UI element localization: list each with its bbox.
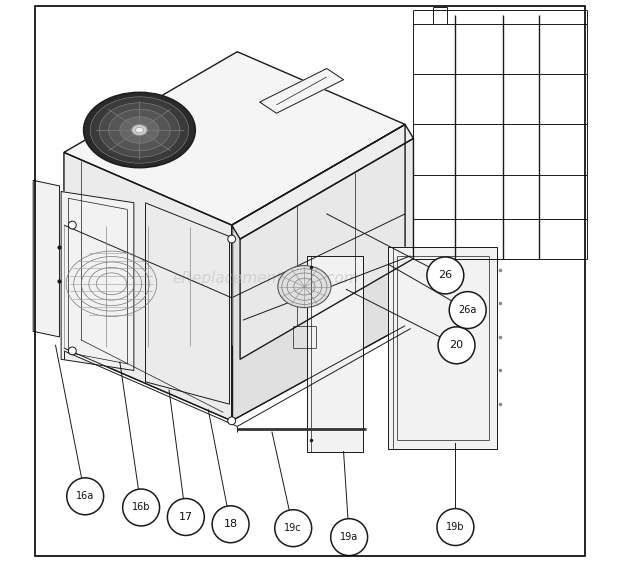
Text: 19b: 19b <box>446 522 464 532</box>
Circle shape <box>167 498 205 536</box>
Ellipse shape <box>131 124 148 135</box>
Circle shape <box>330 519 368 556</box>
Text: 26a: 26a <box>459 305 477 315</box>
Text: 16b: 16b <box>132 502 151 513</box>
Circle shape <box>450 292 486 329</box>
Text: 16a: 16a <box>76 491 94 501</box>
Text: 18: 18 <box>224 519 237 529</box>
Text: eReplacementParts.com: eReplacementParts.com <box>172 271 358 285</box>
Ellipse shape <box>84 92 195 168</box>
Circle shape <box>427 257 464 294</box>
Ellipse shape <box>136 127 143 133</box>
Ellipse shape <box>120 117 159 143</box>
Text: 19c: 19c <box>285 523 302 533</box>
Polygon shape <box>307 256 363 451</box>
Circle shape <box>67 478 104 515</box>
Text: 20: 20 <box>450 341 464 350</box>
Circle shape <box>212 506 249 543</box>
Ellipse shape <box>99 103 180 157</box>
Circle shape <box>68 347 76 355</box>
Ellipse shape <box>278 266 331 307</box>
Text: 19a: 19a <box>340 532 358 542</box>
Polygon shape <box>61 192 134 370</box>
Circle shape <box>123 489 159 526</box>
Circle shape <box>68 221 76 229</box>
Polygon shape <box>388 247 497 449</box>
Ellipse shape <box>108 109 171 151</box>
Polygon shape <box>64 152 232 421</box>
Polygon shape <box>260 69 343 113</box>
Text: 17: 17 <box>179 512 193 522</box>
Circle shape <box>228 417 236 425</box>
Circle shape <box>438 327 475 364</box>
Polygon shape <box>33 180 60 337</box>
Polygon shape <box>64 52 405 225</box>
Circle shape <box>437 509 474 546</box>
Circle shape <box>275 510 312 547</box>
Text: 26: 26 <box>438 270 453 280</box>
Polygon shape <box>232 124 414 239</box>
Ellipse shape <box>91 97 188 163</box>
Polygon shape <box>232 124 405 421</box>
Circle shape <box>228 235 236 243</box>
Polygon shape <box>240 138 414 359</box>
